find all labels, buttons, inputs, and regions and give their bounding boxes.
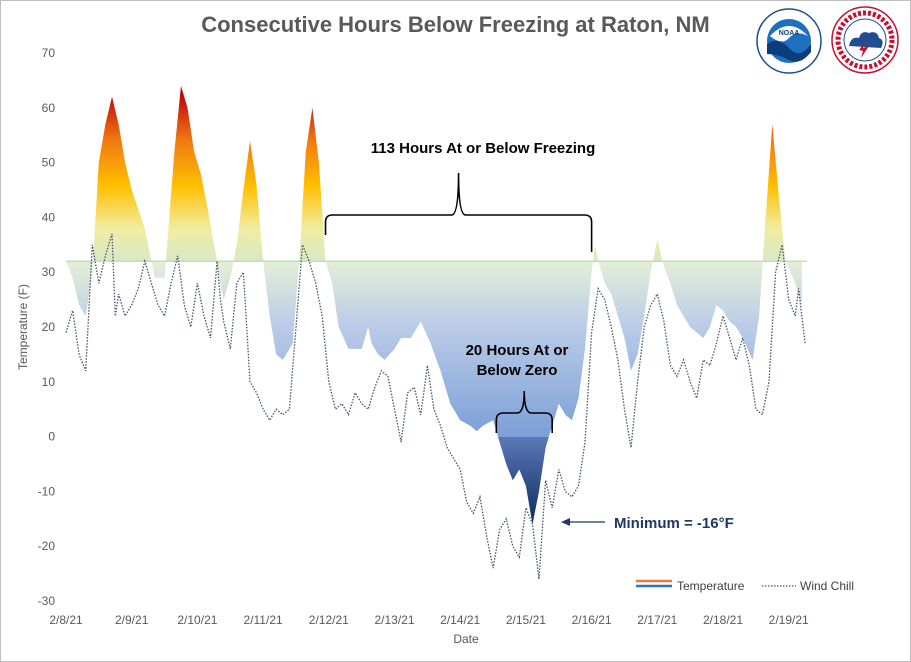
noaa-logo-text: NOAA (779, 30, 800, 37)
y-tick-label: 40 (42, 210, 56, 224)
x-tick-label: 2/10/21 (177, 613, 217, 627)
temperature-area-above-freezing (66, 85, 802, 262)
y-axis-label: Temperature (F) (16, 284, 30, 370)
y-tick-label: -30 (38, 594, 56, 608)
zero-hours-annotation-line2: Below Zero (477, 362, 558, 379)
minimum-arrow-head (561, 518, 570, 526)
x-tick-label: 2/8/21 (49, 613, 83, 627)
legend-temperature: Temperature (677, 579, 745, 593)
x-axis: 2/8/21 2/9/21 2/10/21 2/11/21 2/12/21 2/13/21… (49, 613, 809, 627)
zero-hours-brace (495, 390, 553, 433)
y-tick-label: 50 (42, 156, 56, 170)
temperature-area (66, 85, 802, 525)
x-tick-label: 2/16/21 (572, 613, 612, 627)
y-tick-label: 0 (48, 430, 55, 444)
y-tick-label: 20 (42, 320, 56, 334)
chart-title: Consecutive Hours Below Freezing at Rato… (201, 12, 710, 37)
legend: Temperature Wind Chill (636, 579, 854, 593)
wind-chill-line (65, 233, 806, 580)
freezing-hours-brace (324, 172, 593, 252)
y-tick-label: 30 (42, 265, 56, 279)
x-tick-label: 2/15/21 (506, 613, 546, 627)
x-tick-label: 2/9/21 (115, 613, 149, 627)
x-tick-label: 2/19/21 (769, 613, 809, 627)
x-tick-label: 2/11/21 (244, 613, 283, 627)
y-axis: -30 -20 -10 0 10 20 30 40 50 60 70 (38, 46, 56, 608)
x-tick-label: 2/12/21 (309, 613, 349, 627)
nws-logo (831, 6, 899, 74)
noaa-logo: NOAA (756, 8, 822, 74)
legend-wind-chill: Wind Chill (800, 579, 854, 593)
x-tick-label: 2/13/21 (374, 613, 414, 627)
x-tick-label: 2/14/21 (440, 613, 480, 627)
minimum-annotation: Minimum = -16°F (614, 515, 734, 532)
temperature-area-below-zero (498, 437, 549, 525)
y-tick-label: -20 (38, 539, 56, 553)
y-tick-label: 10 (42, 375, 56, 389)
freezing-hours-annotation: 113 Hours At or Below Freezing (371, 140, 596, 157)
y-tick-label: 70 (42, 46, 56, 60)
y-tick-label: -10 (38, 484, 56, 498)
temperature-area-below-freezing (66, 262, 802, 437)
x-tick-label: 2/18/21 (703, 613, 743, 627)
x-axis-label: Date (453, 632, 479, 646)
y-tick-label: 60 (42, 101, 56, 115)
x-tick-label: 2/17/21 (637, 613, 677, 627)
zero-hours-annotation-line1: 20 Hours At or (466, 342, 569, 359)
